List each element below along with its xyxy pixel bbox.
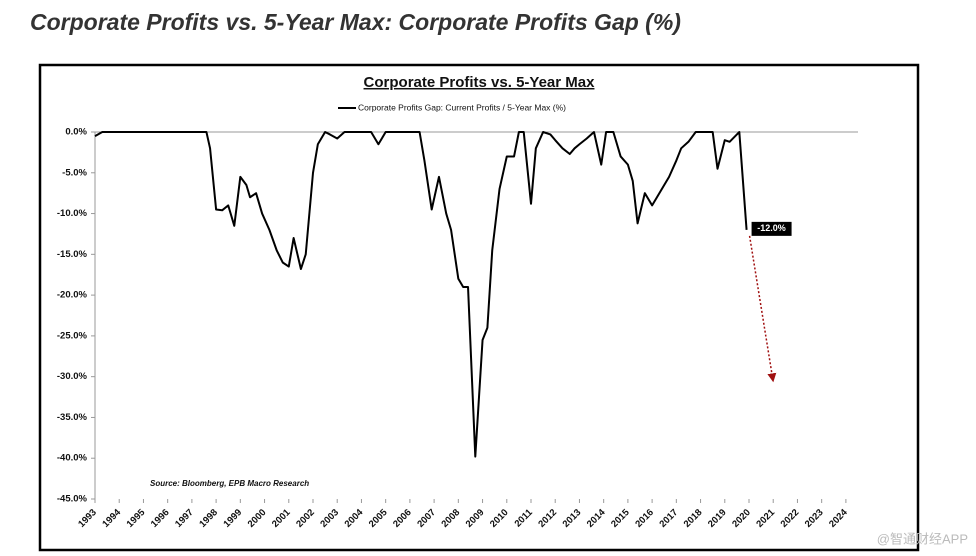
x-tick-label: 1996 xyxy=(149,507,172,530)
y-tick-label: -20.0% xyxy=(57,290,88,301)
source: Source: Bloomberg, EPB Macro Research xyxy=(150,479,309,488)
x-tick-label: 2017 xyxy=(658,507,681,530)
x-tick-label: 1995 xyxy=(125,507,148,530)
x-tick-label: 2004 xyxy=(343,507,366,530)
x-tick-label: 2011 xyxy=(513,507,536,530)
x-tick-label: 2008 xyxy=(440,507,463,530)
x-tick-label: 1998 xyxy=(197,507,220,530)
x-tick-label: 2018 xyxy=(682,507,705,530)
page-title: Corporate Profits vs. 5-Year Max: Corpor… xyxy=(30,9,681,35)
chart-title: Corporate Profits vs. 5-Year Max xyxy=(364,74,596,91)
annotation-arrow xyxy=(748,235,777,383)
x-tick-label: 1999 xyxy=(222,507,245,530)
y-tick-label: -15.0% xyxy=(57,249,88,260)
x-tick-label: 2022 xyxy=(779,507,802,530)
series-line xyxy=(94,131,748,458)
x-tick-label: 2010 xyxy=(488,507,511,530)
x-tick-label: 2020 xyxy=(730,507,753,530)
x-tick-label: 2006 xyxy=(391,507,414,530)
x-tick-label: 2015 xyxy=(609,507,632,530)
x-tick-label: 2016 xyxy=(633,507,656,530)
y-tick-label: -30.0% xyxy=(57,371,88,382)
x-tick-label: 2001 xyxy=(270,507,293,530)
legend-label: Corporate Profits Gap: Current Profits /… xyxy=(358,102,566,112)
y-tick-label: -35.0% xyxy=(57,412,88,423)
x-tick-label: 1993 xyxy=(76,507,99,530)
x-tick-label: 2007 xyxy=(415,507,438,530)
x-tick-label: 2000 xyxy=(246,507,269,530)
x-tick-label: 2021 xyxy=(754,507,777,530)
x-tick-label: 2024 xyxy=(827,507,850,530)
x-tick-label: 2014 xyxy=(585,507,608,530)
x-tick-label: 2012 xyxy=(536,507,559,530)
x-tick-label: 2023 xyxy=(803,507,826,530)
y-tick-label: -40.0% xyxy=(57,453,88,464)
x-tick-label: 2003 xyxy=(318,507,341,530)
y-tick-label: -45.0% xyxy=(57,494,88,505)
x-tick-label: 2019 xyxy=(706,507,729,530)
chart-frame xyxy=(38,63,920,552)
watermark: @智通财经APP xyxy=(877,531,968,546)
annotation-label: -12.0% xyxy=(757,223,786,233)
y-tick-label: -10.0% xyxy=(57,208,88,219)
y-tick-label: -25.0% xyxy=(57,330,88,341)
y-tick-label: 0.0% xyxy=(65,127,87,138)
x-tick-label: 2009 xyxy=(464,507,487,530)
y-tick-label: -5.0% xyxy=(62,167,87,178)
x-tick-label: 1994 xyxy=(100,507,123,530)
x-tick-label: 2002 xyxy=(294,507,317,530)
x-tick-label: 1997 xyxy=(173,507,196,530)
annotation-box xyxy=(751,221,792,236)
x-tick-label: 2013 xyxy=(561,507,584,530)
x-tick-label: 2005 xyxy=(367,507,390,530)
